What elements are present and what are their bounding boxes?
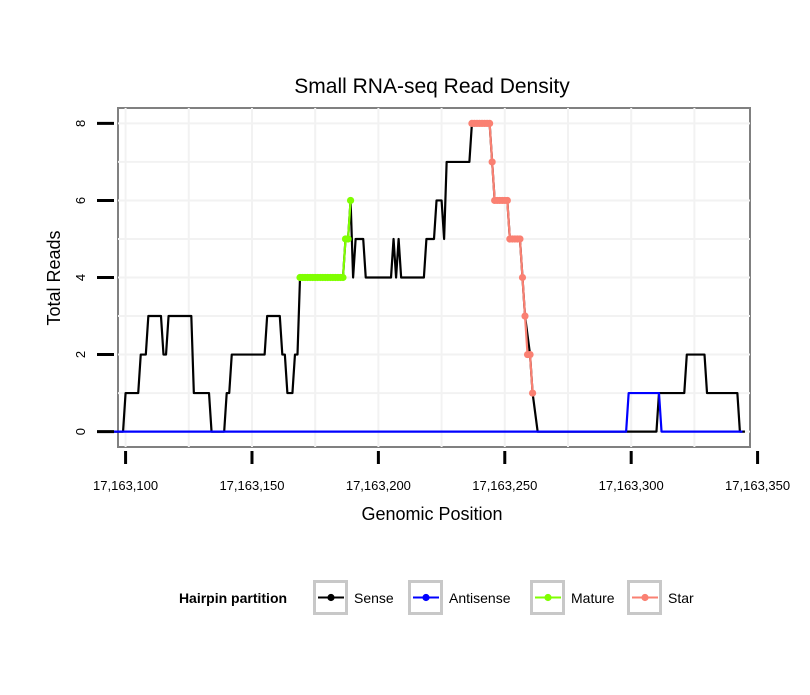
series-line-antisense bbox=[112, 391, 743, 433]
legend-key-point bbox=[641, 593, 649, 602]
legend: Hairpin partition Sense Antisense Mature St… bbox=[179, 580, 694, 615]
x-tick-label: 17,163,200 bbox=[346, 478, 411, 493]
legend-items: Sense Antisense Mature Star bbox=[313, 580, 694, 615]
x-axis: 17,163,100 17,163,150 17,163,200 17,163,250… bbox=[93, 451, 790, 493]
series-layer bbox=[112, 119, 745, 433]
data-point-mature bbox=[346, 196, 355, 205]
y-tick-label: 0 bbox=[73, 428, 88, 435]
data-point-mature bbox=[344, 235, 352, 243]
y-tick-label: 4 bbox=[73, 274, 88, 281]
x-tick-label: 17,163,150 bbox=[219, 478, 284, 493]
data-point-star bbox=[518, 273, 527, 282]
legend-item-mature: Mature bbox=[530, 580, 615, 615]
legend-key-point bbox=[327, 593, 335, 602]
legend-item-star: Star bbox=[627, 580, 694, 615]
y-tick-label: 8 bbox=[73, 120, 88, 127]
legend-item-sense: Sense bbox=[313, 580, 394, 615]
legend-label-star: Star bbox=[668, 590, 694, 606]
data-point-star bbox=[488, 158, 496, 166]
legend-label-mature: Mature bbox=[571, 590, 615, 606]
x-tick-label: 17,163,100 bbox=[93, 478, 158, 493]
x-tick-label: 17,163,350 bbox=[725, 478, 790, 493]
x-tick-label: 17,163,250 bbox=[472, 478, 537, 493]
y-axis-label: Total Reads bbox=[44, 230, 64, 325]
chart-title: Small RNA-seq Read Density bbox=[294, 75, 570, 98]
y-tick-label: 6 bbox=[73, 197, 88, 204]
legend-label-sense: Sense bbox=[354, 590, 394, 606]
legend-item-antisense: Antisense bbox=[408, 580, 511, 615]
data-point-star bbox=[521, 312, 529, 320]
grid-lines bbox=[118, 108, 750, 447]
legend-key-point bbox=[544, 593, 552, 602]
legend-label-antisense: Antisense bbox=[449, 590, 511, 606]
data-point-star bbox=[486, 119, 494, 128]
x-axis-label: Genomic Position bbox=[361, 504, 502, 524]
legend-key-point bbox=[422, 593, 430, 602]
y-tick-label: 2 bbox=[73, 351, 88, 358]
data-point-star bbox=[526, 350, 534, 359]
legend-title: Hairpin partition bbox=[179, 590, 287, 606]
data-point-star bbox=[528, 389, 537, 397]
y-axis: 0 2 4 6 8 bbox=[73, 120, 114, 435]
data-point-star bbox=[516, 235, 524, 243]
data-point-star bbox=[503, 196, 511, 205]
data-point-mature bbox=[339, 273, 347, 282]
x-tick-label: 17,163,300 bbox=[599, 478, 664, 493]
